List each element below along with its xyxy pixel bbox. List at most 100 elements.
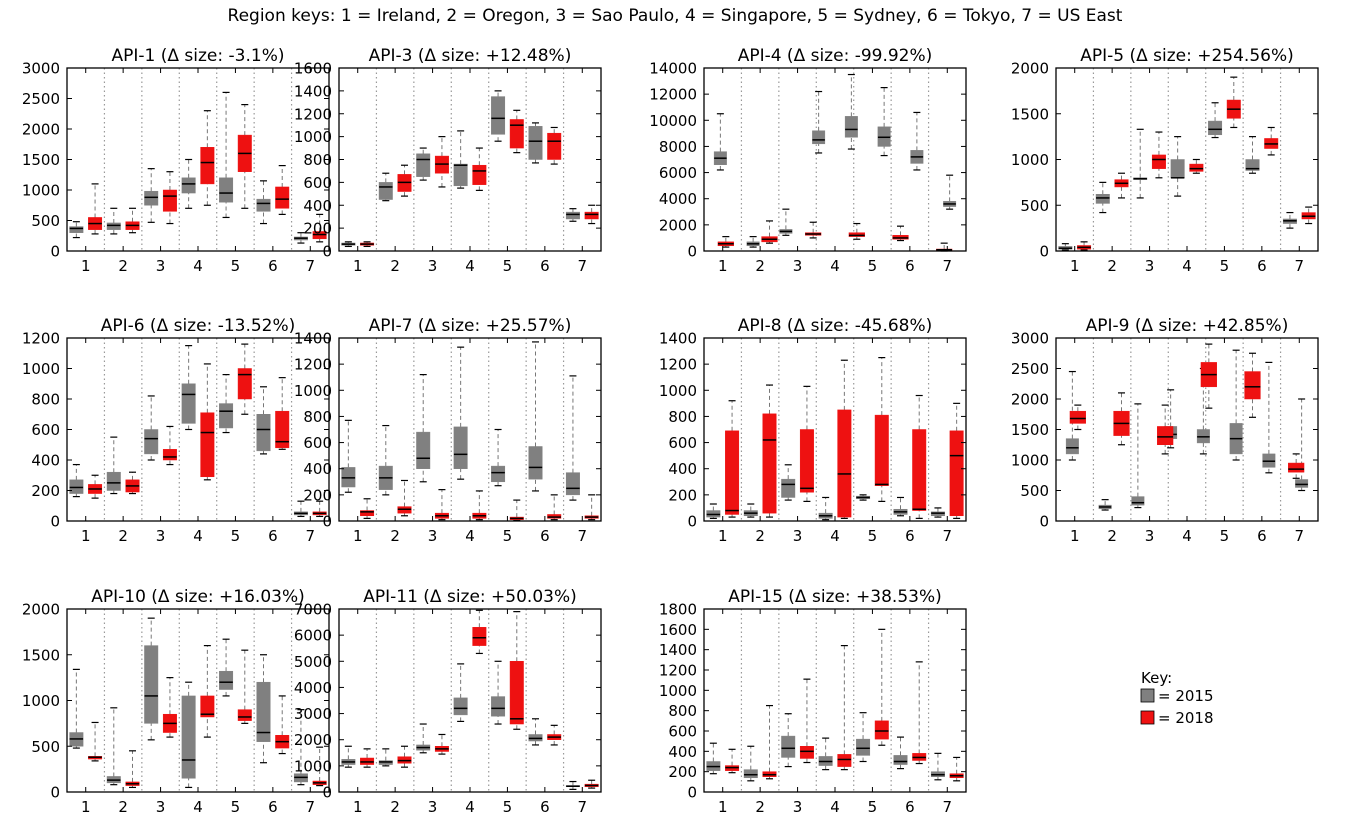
box-2015 bbox=[181, 158, 196, 209]
box-iqr bbox=[1095, 194, 1110, 204]
chart-api-9: API-11 (Δ size: +50.03%) 0 1000 2000 3000 400… bbox=[294, 587, 602, 816]
box-2015 bbox=[1282, 211, 1297, 229]
box-2015 bbox=[341, 419, 356, 493]
x-tick-label: 1 bbox=[353, 798, 363, 816]
x-tick-label: 5 bbox=[503, 798, 513, 816]
x-tick-label: 7 bbox=[943, 798, 953, 816]
box-2018 bbox=[434, 733, 449, 755]
box-2018 bbox=[125, 471, 140, 495]
chart-title: API-8 (Δ size: -45.68%) bbox=[738, 316, 933, 336]
y-tick-label: 2000 bbox=[1011, 60, 1049, 78]
box-2018 bbox=[312, 746, 327, 787]
box-2015 bbox=[181, 681, 196, 789]
x-tick-label: 2 bbox=[390, 798, 400, 816]
x-tick-label: 1 bbox=[353, 527, 363, 545]
box-2018 bbox=[200, 363, 215, 481]
box-2018 bbox=[799, 678, 814, 764]
y-tick-label: 1500 bbox=[22, 646, 60, 664]
box-2015 bbox=[341, 745, 356, 768]
x-tick-label: 7 bbox=[578, 798, 588, 816]
y-tick-label: 1200 bbox=[294, 105, 332, 123]
chart-api-2: API-4 (Δ size: -99.92%) 0 2000 4000 6000 8000… bbox=[649, 46, 967, 275]
box-2015 bbox=[256, 654, 271, 764]
box-iqr bbox=[219, 177, 234, 203]
box-2015 bbox=[256, 386, 271, 455]
box-2018 bbox=[237, 103, 252, 209]
box-iqr bbox=[1295, 479, 1309, 488]
y-tick-label: 0 bbox=[50, 784, 60, 802]
y-tick-label: 200 bbox=[668, 763, 697, 781]
box-iqr bbox=[1157, 426, 1174, 446]
y-tick-label: 800 bbox=[303, 408, 332, 426]
chart-api-3: API-5 (Δ size: +254.56%) 0 500 1000 1500 2000… bbox=[1011, 46, 1319, 275]
y-tick-label: 1000 bbox=[294, 128, 332, 146]
x-tick-label: 2 bbox=[390, 527, 400, 545]
box-iqr bbox=[949, 430, 964, 517]
plot-frame bbox=[66, 608, 330, 793]
box-iqr bbox=[844, 116, 858, 138]
legend-swatch-2018 bbox=[1140, 710, 1155, 725]
box-2015 bbox=[706, 742, 721, 775]
x-tick-label: 5 bbox=[1220, 527, 1230, 545]
box-2015 bbox=[491, 660, 506, 725]
box-2018 bbox=[360, 241, 375, 248]
x-tick-label: 6 bbox=[268, 527, 278, 545]
x-tick-label: 6 bbox=[268, 257, 278, 275]
box-2015 bbox=[528, 122, 543, 164]
x-tick-label: 1 bbox=[718, 257, 728, 275]
y-tick-label: 2000 bbox=[22, 121, 60, 139]
y-tick-label: 1200 bbox=[294, 356, 332, 374]
box-iqr bbox=[856, 738, 871, 756]
box-2015 bbox=[1058, 243, 1073, 251]
y-tick-label: 8000 bbox=[659, 138, 697, 156]
box-2018 bbox=[762, 704, 777, 780]
box-2018 bbox=[725, 400, 740, 518]
box-2018 bbox=[892, 225, 909, 242]
x-tick-label: 2 bbox=[390, 257, 400, 275]
box-2015 bbox=[293, 709, 308, 786]
box-iqr bbox=[1065, 438, 1079, 455]
box-iqr bbox=[725, 430, 740, 515]
box-2018 bbox=[472, 490, 487, 521]
box-2018 bbox=[762, 384, 777, 518]
box-iqr bbox=[181, 383, 196, 424]
chart-title: API-10 (Δ size: +16.03%) bbox=[91, 587, 305, 607]
x-tick-label: 3 bbox=[1145, 257, 1155, 275]
y-tick-label: 600 bbox=[303, 434, 332, 452]
box-2018 bbox=[509, 499, 524, 521]
y-tick-label: 800 bbox=[668, 702, 697, 720]
box-2015 bbox=[378, 424, 393, 496]
box-2015 bbox=[743, 503, 758, 518]
x-tick-label: 4 bbox=[830, 798, 840, 816]
box-2015 bbox=[378, 748, 393, 767]
legend-swatch-2015 bbox=[1140, 688, 1155, 703]
box-2018 bbox=[360, 498, 375, 519]
box-2018 bbox=[1301, 206, 1316, 225]
box-iqr bbox=[491, 465, 506, 483]
box-2018 bbox=[1077, 241, 1092, 251]
y-tick-label: 0 bbox=[322, 243, 332, 261]
box-2018 bbox=[125, 207, 140, 234]
legend: Key: = 2015 = 2018 bbox=[1140, 669, 1214, 727]
box-2018 bbox=[717, 236, 734, 248]
box-iqr bbox=[275, 186, 290, 209]
box-iqr bbox=[453, 697, 468, 716]
x-tick-label: 5 bbox=[231, 527, 241, 545]
box-2018 bbox=[472, 609, 487, 655]
box-iqr bbox=[472, 627, 487, 646]
x-tick-label: 6 bbox=[905, 527, 915, 545]
x-tick-label: 2 bbox=[1107, 527, 1117, 545]
plot-frame bbox=[66, 67, 330, 252]
x-tick-label: 2 bbox=[118, 257, 128, 275]
y-tick-label: 10000 bbox=[649, 112, 697, 130]
plot-frame bbox=[66, 337, 330, 522]
box-2018 bbox=[509, 611, 524, 730]
x-tick-label: 1 bbox=[353, 257, 363, 275]
x-tick-label: 5 bbox=[868, 798, 878, 816]
y-tick-label: 1000 bbox=[294, 757, 332, 775]
box-iqr bbox=[491, 96, 506, 135]
y-tick-label: 400 bbox=[31, 452, 60, 470]
box-iqr bbox=[837, 754, 852, 767]
box-2015 bbox=[69, 463, 84, 498]
box-2015 bbox=[528, 341, 543, 492]
